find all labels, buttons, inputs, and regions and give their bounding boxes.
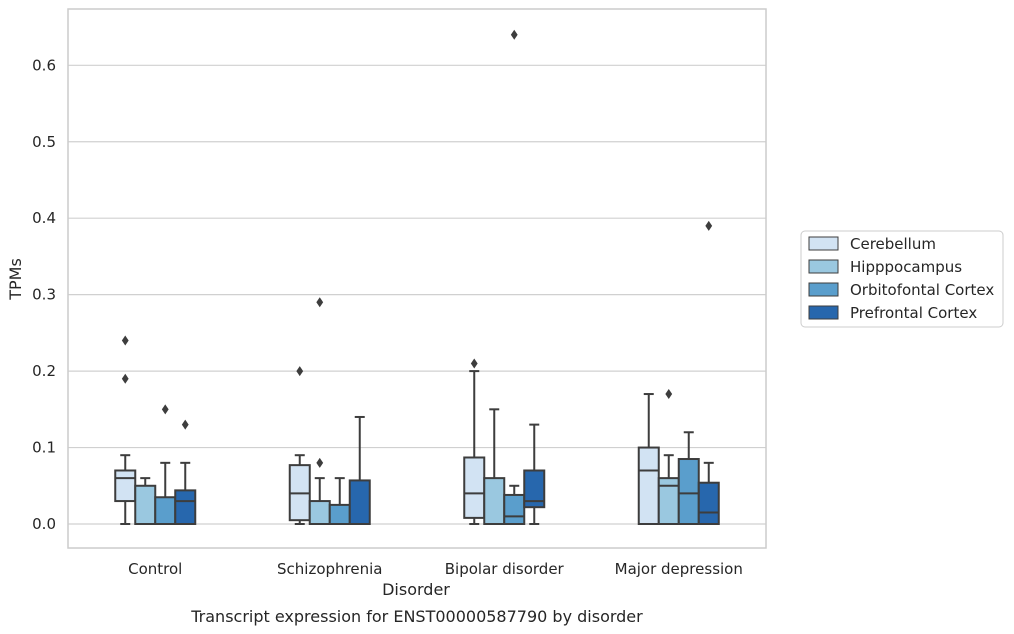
legend-swatch	[808, 305, 839, 320]
y-tick-label: 0.5	[32, 133, 56, 151]
legend-label: Cerebellum	[850, 235, 936, 253]
box	[697, 481, 720, 526]
legend-frame	[800, 230, 1004, 328]
box	[348, 479, 371, 525]
box	[308, 500, 331, 526]
box-plot	[637, 393, 660, 525]
outlier-point	[510, 29, 518, 40]
box	[677, 458, 700, 525]
x-tick-label: Bipolar disorder	[445, 560, 565, 578]
y-tick-label: 0.2	[32, 362, 56, 380]
y-tick-label: 0.3	[32, 286, 56, 304]
box	[154, 496, 177, 525]
box	[483, 477, 506, 526]
box-plot	[503, 29, 526, 526]
box-plot	[114, 335, 137, 525]
outlier-point	[316, 297, 324, 308]
legend-label: Orbitofontal Cortex	[850, 281, 994, 299]
box	[503, 493, 526, 526]
box-plot	[523, 423, 546, 525]
box	[114, 469, 137, 503]
box-plot	[348, 415, 371, 525]
outlier-point	[181, 419, 189, 430]
box-plot	[134, 477, 157, 525]
y-tick-label: 0.4	[32, 209, 56, 227]
legend: Cerebellum Hipppocampus Orbitofontal Corte…	[800, 230, 1004, 328]
box-plot	[288, 366, 311, 525]
outlier-point	[296, 366, 304, 377]
box-plot	[174, 419, 197, 525]
box-plot	[308, 297, 331, 526]
y-tick-label: 0.0	[32, 515, 56, 533]
plot-area-frame	[67, 8, 767, 549]
box-plot	[483, 408, 506, 526]
legend-entries: Cerebellum Hipppocampus Orbitofontal Corte…	[808, 235, 994, 322]
outlier-point	[470, 358, 478, 369]
box	[463, 456, 486, 519]
y-axis-ticks: 0.0 0.1 0.2 0.3 0.4 0.5 0.6	[32, 56, 56, 533]
y-tick-label: 0.6	[32, 56, 56, 74]
legend-label: Hipppocampus	[850, 258, 962, 276]
y-axis-label: TPMs	[6, 258, 25, 301]
outlier-point	[316, 457, 324, 468]
legend-swatch	[808, 236, 839, 251]
outlier-point	[665, 389, 673, 400]
box-plot	[328, 477, 351, 526]
box	[523, 469, 546, 509]
x-tick-label: Control	[128, 560, 182, 578]
box-plot	[463, 358, 486, 525]
box-plots	[114, 29, 720, 526]
outlier-point	[121, 335, 129, 346]
legend-swatch	[808, 259, 839, 274]
x-tick-label: Schizophrenia	[277, 560, 382, 578]
x-tick-label: Major depression	[615, 560, 743, 578]
outlier-point	[161, 404, 169, 415]
legend-swatch	[808, 282, 839, 297]
box-plot	[697, 220, 720, 526]
x-axis-ticks: Control Schizophrenia Bipolar disorder Majo…	[128, 560, 743, 578]
box	[328, 503, 351, 526]
x-axis-label: Disorder	[382, 580, 450, 599]
box	[174, 489, 197, 525]
box	[134, 484, 157, 525]
chart-caption: Transcript expression for ENST0000058779…	[190, 607, 643, 626]
outlier-point	[705, 220, 713, 231]
outlier-point	[121, 373, 129, 384]
y-tick-label: 0.1	[32, 439, 56, 457]
legend-label: Prefrontal Cortex	[850, 304, 977, 322]
box	[637, 446, 660, 525]
box-plot	[657, 389, 680, 526]
